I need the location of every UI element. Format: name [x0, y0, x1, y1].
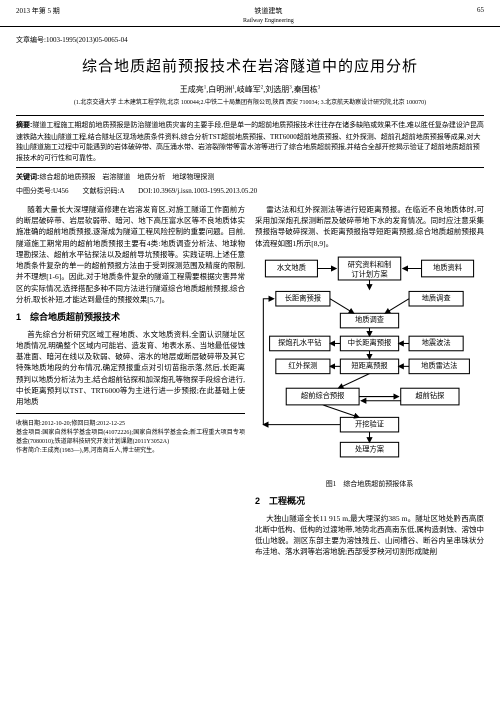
keywords-text: 综合超前地质预报 岩溶隧道 地质分析 地球物理探测	[39, 173, 214, 181]
footnote-block: 收稿日期:2012-10-20;修回日期:2012-12-25 基金项目:国家自…	[16, 420, 245, 456]
page-body: 文章编号:1003-1995(2013)05-0065-04 综合地质超前预报技…	[0, 35, 500, 562]
classification-line: 中图分类号:U456 文献标识码:A DOI:10.3969/j.issn.10…	[16, 186, 484, 196]
svg-text:水文地质: 水文地质	[277, 263, 306, 272]
article-number: 文章编号:1003-1995(2013)05-0065-04	[16, 35, 484, 45]
footnote-divider	[16, 413, 245, 414]
figure-1-caption: 图1 综合地质超前预报体系	[255, 479, 484, 490]
svg-text:短距离预报: 短距离预报	[351, 361, 387, 370]
section-2-heading: 2 工程概况	[255, 495, 484, 509]
figure-1: 水文地质 研究资料和制订计划方案 地质资料 长距离预报 地质调查 地质调查 探炮…	[255, 255, 484, 489]
abstract-block: 摘要:隧道工程施工期超前地质预报是防治隧道地质灾害的主要手段,但是单一的超前地质…	[16, 115, 484, 168]
abstract-text: 隧道工程施工期超前地质预报是防治隧道地质灾害的主要手段,但是单一的超前地质预报技…	[16, 121, 484, 162]
flowchart-svg: 水文地质 研究资料和制订计划方案 地质资料 长距离预报 地质调查 地质调查 探炮…	[255, 255, 484, 474]
authors: 王成亮1,白明洲1,岐峰军2,刘选朋3,秦国栋3	[16, 84, 484, 95]
svg-text:探炮孔水平钻: 探炮孔水平钻	[278, 338, 322, 347]
svg-text:超前综合预报: 超前综合预报	[301, 391, 345, 400]
article-title: 综合地质超前预报技术在岩溶隧道中的应用分析	[16, 55, 484, 76]
svg-text:红外探测: 红外探测	[288, 361, 317, 370]
svg-text:地质雷达法: 地质雷达法	[421, 361, 457, 370]
left-column: 随着大量长大深埋隧道修建在岩溶发育区,对施工隧道工作面前方的断层破碎带、岩层软弱…	[16, 204, 245, 562]
section-2-text: 大独山隧道全长11 915 m,最大埋深约385 m。隧址区地处黔西高原北断中低…	[255, 513, 484, 558]
page-header: 2013 年第 5 期 铁道建筑 Railway Engineering 65	[0, 0, 500, 27]
page-number: 65	[477, 6, 484, 24]
svg-text:地质调查: 地质调查	[355, 315, 384, 324]
section-1-text: 首先综合分析研究区域工程地质、水文地质资料,全面认识隧址区地质情况,明确整个区域…	[16, 329, 245, 408]
author-bio: 作者简介:王成亮(1983—),男,河南商丘人,博士研究生。	[16, 447, 245, 456]
svg-text:地质调查: 地质调查	[422, 293, 451, 302]
svg-text:超前钻探: 超前钻探	[415, 391, 445, 400]
svg-text:研究资料和制: 研究资料和制	[348, 260, 392, 269]
received-date: 收稿日期:2012-10-20;修回日期:2012-12-25	[16, 420, 245, 429]
svg-text:处理方案: 处理方案	[355, 444, 385, 453]
issue-label: 2013 年第 5 期	[16, 6, 60, 24]
svg-text:开挖验证: 开挖验证	[355, 419, 384, 428]
two-column-body: 随着大量长大深埋隧道修建在岩溶发育区,对施工隧道工作面前方的断层破碎带、岩层软弱…	[16, 204, 484, 562]
right-column: 雷达法和红外探测法等进行短距离预报。在临近不良地质体时,可采用加深炮孔探测断层及…	[255, 204, 484, 562]
svg-text:长距离预报: 长距离预报	[285, 293, 321, 302]
keywords-block: 关键词:综合超前地质预报 岩溶隧道 地质分析 地球物理探测	[16, 172, 484, 184]
svg-text:中长距离预报: 中长距离预报	[348, 338, 392, 347]
intro-paragraph: 随着大量长大深埋隧道修建在岩溶发育区,对施工隧道工作面前方的断层破碎带、岩层软弱…	[16, 204, 245, 305]
svg-text:订计划方案: 订计划方案	[351, 269, 388, 278]
svg-text:地震波法: 地震波法	[422, 338, 451, 347]
right-intro: 雷达法和红外探测法等进行短距离预报。在临近不良地质体时,可采用加深炮孔探测断层及…	[255, 204, 484, 249]
fund-info: 基金项目:国家自然科学基金项目(41072226);国家自然科学基金会;新工程重…	[16, 429, 245, 447]
section-1-heading: 1 综合地质超前预报技术	[16, 311, 245, 325]
svg-text:地质资料: 地质资料	[433, 263, 463, 272]
affiliations: (1.北京交通大学 土木建筑工程学院,北京 100044;2.中铁二十局集团有限…	[16, 99, 484, 107]
abstract-label: 摘要:	[16, 122, 32, 129]
journal-title: 铁道建筑 Railway Engineering	[243, 6, 294, 24]
keywords-label: 关键词:	[16, 174, 39, 181]
